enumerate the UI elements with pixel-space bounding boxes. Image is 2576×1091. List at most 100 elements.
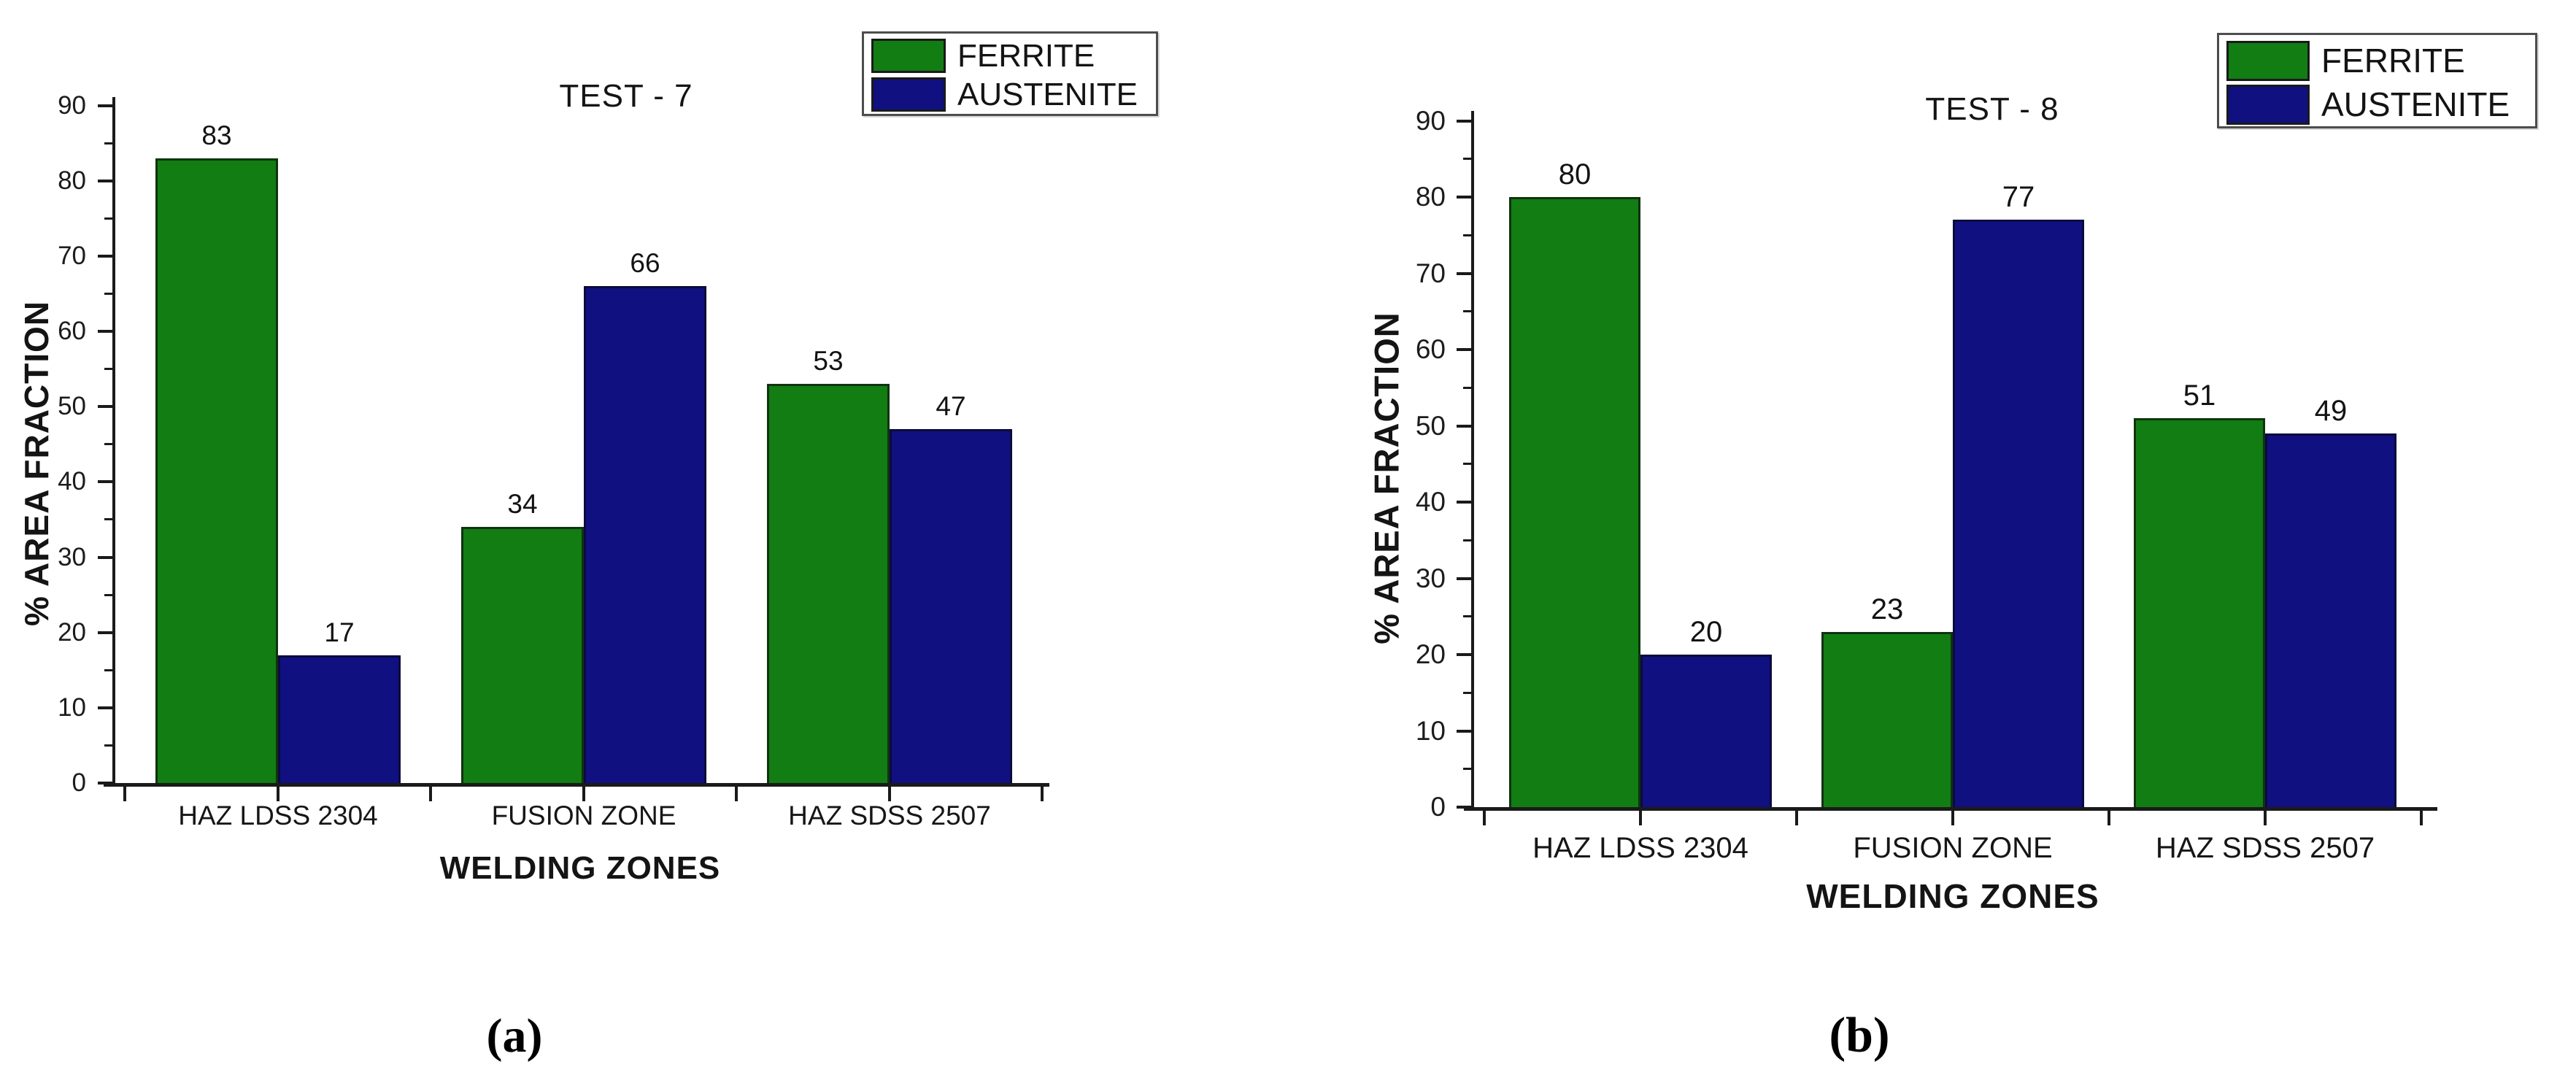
legend-swatch-austenite	[2226, 85, 2310, 125]
bar-austenite-haz-sdss-2507	[2265, 433, 2396, 809]
x-category-label-fusion-zone: FUSION ZONE	[1853, 832, 2053, 864]
y-tick-label: 0	[72, 768, 86, 797]
y-major-tick	[1457, 348, 1471, 351]
y-major-tick	[98, 480, 112, 483]
bar-ferrite-fusion-zone	[1821, 632, 1953, 809]
bar-ferrite-haz-sdss-2507	[2134, 418, 2265, 809]
y-tick-label: 90	[1415, 106, 1446, 136]
x-category-label-haz-sdss-2507: HAZ SDSS 2507	[2155, 832, 2375, 864]
x-tick	[1795, 811, 1798, 825]
y-minor-tick	[104, 594, 112, 596]
y-major-tick	[1457, 272, 1471, 275]
chart-title-test-7: TEST - 7	[559, 78, 693, 114]
y-major-tick	[98, 255, 112, 258]
bar-ferrite-haz-ldss-2304	[1509, 197, 1640, 809]
x-tick	[888, 787, 891, 801]
bar-value-label: 66	[630, 248, 660, 278]
y-minor-tick	[104, 744, 112, 747]
y-minor-tick	[1463, 692, 1471, 694]
y-tick-label: 60	[58, 317, 86, 345]
bar-ferrite-haz-sdss-2507	[767, 384, 890, 785]
legend-label-ferrite: FERRITE	[957, 38, 1095, 74]
y-minor-tick	[104, 368, 112, 370]
legend: FERRITE AUSTENITE	[2217, 33, 2537, 128]
y-major-tick	[1457, 196, 1471, 198]
y-minor-tick	[1463, 539, 1471, 541]
x-axis-title: WELDING ZONES	[1806, 877, 2099, 915]
bar-ferrite-haz-ldss-2304	[155, 158, 278, 785]
y-minor-tick	[1463, 463, 1471, 465]
x-category-label-fusion-zone: FUSION ZONE	[491, 801, 676, 830]
panel-caption-a: (a)	[486, 1009, 543, 1063]
y-major-tick	[98, 631, 112, 634]
y-tick-label: 70	[1415, 258, 1446, 288]
legend: FERRITE AUSTENITE	[862, 31, 1158, 116]
legend-swatch-ferrite	[871, 39, 946, 73]
y-minor-tick	[1463, 387, 1471, 389]
y-minor-tick	[1463, 234, 1471, 236]
y-major-tick	[1457, 730, 1471, 733]
x-tick	[123, 787, 126, 801]
bar-value-label: 53	[813, 346, 844, 376]
x-axis	[1464, 807, 2437, 811]
y-minor-tick	[104, 293, 112, 295]
y-minor-tick	[104, 669, 112, 671]
y-tick-label: 20	[58, 618, 86, 647]
y-major-tick	[98, 556, 112, 559]
y-tick-label: 50	[58, 392, 86, 420]
y-minor-tick	[1463, 768, 1471, 770]
y-major-tick	[98, 330, 112, 333]
x-tick	[2108, 811, 2110, 825]
y-minor-tick	[1463, 615, 1471, 617]
legend-label-austenite: AUSTENITE	[957, 77, 1138, 112]
y-axis	[1471, 111, 1474, 811]
y-tick-label: 60	[1415, 334, 1446, 364]
bar-value-label: 51	[2183, 379, 2216, 412]
x-tick	[582, 787, 585, 801]
x-category-label-haz-ldss-2304: HAZ LDSS 2304	[178, 801, 378, 830]
y-tick-label: 90	[58, 91, 86, 120]
y-major-tick	[98, 706, 112, 709]
bar-austenite-fusion-zone	[584, 286, 706, 785]
y-minor-tick	[104, 443, 112, 445]
y-major-tick	[98, 782, 112, 784]
x-axis-title: WELDING ZONES	[439, 850, 721, 886]
y-axis-title-text: % AREA FRACTION	[1367, 312, 1406, 644]
bar-value-label: 49	[2314, 395, 2348, 427]
bar-value-label: 77	[2002, 181, 2035, 213]
y-major-tick	[1457, 425, 1471, 428]
y-tick-label: 50	[1415, 411, 1446, 441]
legend-label-austenite: AUSTENITE	[2321, 85, 2510, 123]
bar-value-label: 20	[1689, 616, 1723, 648]
bar-value-label: 80	[1558, 158, 1592, 190]
y-major-tick	[98, 180, 112, 182]
y-major-tick	[1457, 120, 1471, 123]
bar-austenite-haz-ldss-2304	[1640, 655, 1772, 809]
y-minor-tick	[104, 518, 112, 520]
bar-value-label: 23	[1870, 593, 1904, 625]
legend-swatch-austenite	[871, 77, 946, 112]
y-minor-tick	[104, 142, 112, 144]
y-tick-label: 20	[1415, 639, 1446, 669]
x-tick	[1041, 787, 1044, 801]
y-axis	[112, 97, 115, 787]
bar-value-label: 34	[507, 489, 538, 519]
y-tick-label: 30	[58, 543, 86, 571]
legend-label-ferrite: FERRITE	[2321, 42, 2465, 80]
panel-caption-b: (b)	[1829, 1006, 1890, 1063]
x-category-label-haz-sdss-2507: HAZ SDSS 2507	[788, 801, 991, 830]
y-minor-tick	[1463, 158, 1471, 160]
y-major-tick	[98, 104, 112, 107]
y-tick-label: 10	[58, 693, 86, 722]
bar-austenite-haz-sdss-2507	[890, 429, 1012, 785]
y-tick-label: 40	[58, 467, 86, 496]
x-tick	[1483, 811, 1486, 825]
x-tick	[1951, 811, 1954, 825]
legend-swatch-ferrite	[2226, 41, 2310, 81]
bar-value-label: 47	[936, 391, 966, 421]
y-major-tick	[98, 405, 112, 408]
y-minor-tick	[104, 217, 112, 220]
